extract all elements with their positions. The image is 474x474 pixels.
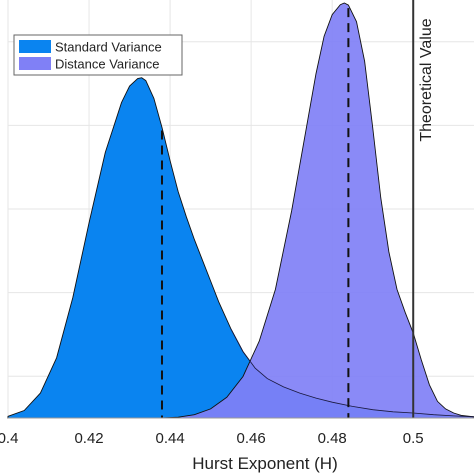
x-tick-label-4: 0.48 bbox=[318, 430, 347, 447]
x-tick-label-0: 0.4 bbox=[0, 430, 18, 447]
overlay-lines bbox=[8, 0, 474, 419]
x-tick-label-1: 0.42 bbox=[74, 430, 103, 447]
x-axis-ticks: 0.4 0.42 0.44 0.46 0.48 0.5 bbox=[0, 430, 424, 447]
x-tick-label-3: 0.46 bbox=[237, 430, 266, 447]
reference-line-label: Theoretical Value bbox=[418, 18, 435, 141]
legend-label-standard-variance: Standard Variance bbox=[55, 40, 162, 55]
standard-variance-tail-outline bbox=[230, 328, 474, 418]
density-areas bbox=[7, 2, 474, 419]
legend: Standard Variance Distance Variance bbox=[13, 34, 183, 76]
density-area-distance-variance bbox=[161, 2, 474, 419]
x-tick-label-2: 0.44 bbox=[155, 430, 184, 447]
legend-label-distance-variance: Distance Variance bbox=[55, 57, 160, 72]
legend-swatch-distance-variance bbox=[19, 57, 51, 70]
x-axis-label: Hurst Exponent (H) bbox=[192, 454, 338, 473]
x-tick-label-5: 0.5 bbox=[403, 430, 424, 447]
legend-swatch-standard-variance bbox=[19, 40, 51, 53]
